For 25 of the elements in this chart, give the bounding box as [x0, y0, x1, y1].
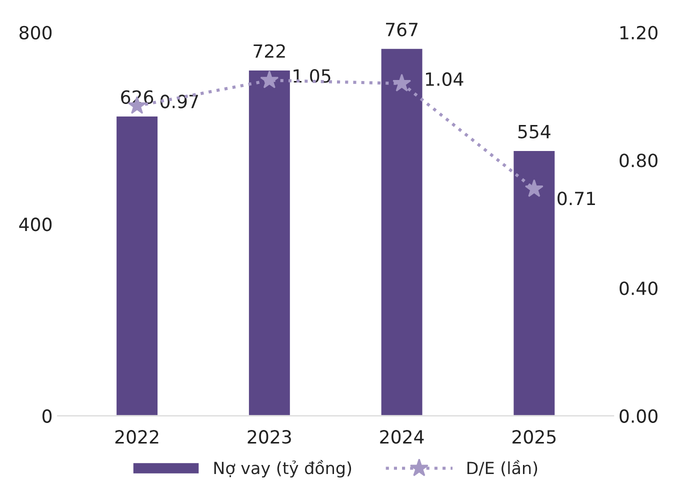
y2-tick-label: 0.80	[620, 154, 658, 168]
bar	[248, 69, 292, 416]
data-label: 0.71	[558, 192, 595, 206]
y2-tick-label: 0.00	[620, 409, 658, 423]
data-label: 767	[386, 22, 418, 36]
y-tick-label: 400	[19, 218, 52, 232]
bar	[115, 115, 159, 416]
bar	[380, 47, 424, 416]
data-label: 1.04	[426, 72, 464, 86]
data-label: 554	[518, 125, 550, 138]
legend-label: D/E (lần)	[467, 460, 538, 476]
y-tick-label: 800	[20, 26, 52, 40]
bar	[512, 150, 556, 416]
point	[392, 74, 412, 92]
point	[260, 70, 279, 88]
x-tick-label: 2024	[380, 430, 424, 444]
legend-label: Nợ vay (tỷ đồng)	[214, 460, 352, 478]
y2-tick-label: 1.20	[620, 26, 658, 40]
x-tick-label: 2025	[512, 430, 556, 444]
point	[524, 179, 544, 197]
data-label: 722	[254, 44, 285, 58]
y2-tick-label: 0.40	[620, 281, 658, 296]
x-tick-label: 2023	[248, 430, 291, 444]
y-tick-label: 0	[42, 409, 52, 423]
x-tick-label: 2022	[115, 430, 158, 444]
